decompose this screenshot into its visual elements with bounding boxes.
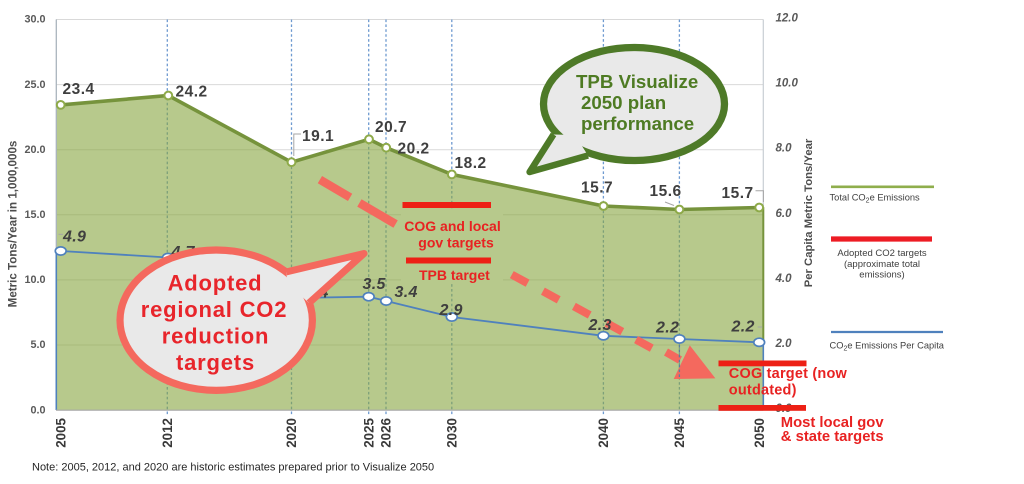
svg-text:6.0: 6.0	[776, 208, 793, 220]
svg-text:15.0: 15.0	[24, 209, 45, 221]
svg-text:2.0: 2.0	[775, 338, 793, 350]
svg-text:3.4: 3.4	[395, 284, 418, 301]
svg-text:Per Capita Metric Tons/Year: Per Capita Metric Tons/Year	[803, 138, 815, 287]
svg-text:COG and local: COG and local	[404, 218, 500, 234]
svg-text:COG target (now: COG target (now	[729, 366, 848, 382]
svg-text:& state targets: & state targets	[781, 429, 884, 445]
svg-text:10.0: 10.0	[776, 78, 799, 90]
svg-text:4.0: 4.0	[775, 273, 793, 285]
svg-text:performance: performance	[581, 113, 694, 134]
svg-text:15.7: 15.7	[722, 185, 754, 202]
svg-text:2040: 2040	[596, 418, 611, 448]
svg-text:regional CO2: regional CO2	[141, 297, 288, 322]
svg-text:(approximate total: (approximate total	[844, 259, 920, 270]
svg-text:2050 plan: 2050 plan	[581, 92, 666, 113]
svg-text:2.3: 2.3	[588, 317, 612, 334]
svg-text:2.2: 2.2	[731, 319, 755, 336]
svg-text:CO2e Emissions Per Capita: CO2e Emissions Per Capita	[830, 341, 945, 353]
svg-text:20.7: 20.7	[375, 119, 407, 136]
svg-text:3.5: 3.5	[363, 276, 387, 293]
svg-text:19.1: 19.1	[302, 128, 334, 145]
svg-text:2030: 2030	[445, 418, 460, 448]
svg-text:25.0: 25.0	[24, 79, 45, 91]
svg-text:20.0: 20.0	[24, 144, 45, 156]
svg-text:23.4: 23.4	[63, 81, 95, 98]
svg-text:0.0: 0.0	[30, 404, 45, 416]
svg-text:18.2: 18.2	[455, 155, 487, 172]
svg-text:15.7: 15.7	[581, 180, 613, 197]
svg-text:20.2: 20.2	[398, 141, 430, 158]
svg-text:12.0: 12.0	[776, 13, 799, 25]
svg-text:Most local gov: Most local gov	[781, 415, 885, 431]
svg-text:TPB Visualize: TPB Visualize	[576, 71, 698, 92]
svg-text:5.0: 5.0	[30, 339, 45, 351]
svg-text:reduction: reduction	[162, 324, 269, 349]
svg-text:30.0: 30.0	[24, 14, 45, 26]
svg-text:targets: targets	[176, 350, 255, 375]
svg-text:Total CO2e Emissions: Total CO2e Emissions	[830, 192, 921, 204]
svg-text:2050: 2050	[752, 418, 767, 448]
svg-text:2026: 2026	[379, 418, 394, 448]
svg-text:gov targets: gov targets	[418, 235, 494, 251]
svg-text:TPB target: TPB target	[419, 267, 490, 283]
svg-text:2.2: 2.2	[655, 320, 679, 337]
svg-text:emissions): emissions)	[859, 270, 904, 281]
svg-text:Metric Tons/Year in 1,000,000s: Metric Tons/Year in 1,000,000s	[7, 141, 20, 308]
svg-text:8.0: 8.0	[776, 143, 793, 155]
svg-text:outdated): outdated)	[729, 383, 797, 399]
svg-text:Note: 2005, 2012, and 2020 are: Note: 2005, 2012, and 2020 are historic …	[32, 462, 434, 474]
svg-text:15.6: 15.6	[650, 183, 682, 200]
svg-text:2012: 2012	[160, 418, 175, 448]
svg-text:4.9: 4.9	[62, 229, 86, 246]
svg-text:2.9: 2.9	[439, 302, 463, 319]
svg-text:2025: 2025	[361, 417, 376, 447]
svg-text:2045: 2045	[672, 417, 687, 447]
svg-text:10.0: 10.0	[24, 274, 45, 286]
svg-text:Adopted CO2 targets: Adopted CO2 targets	[837, 248, 926, 259]
svg-text:2005: 2005	[53, 417, 68, 447]
svg-text:24.2: 24.2	[176, 84, 208, 101]
svg-text:2020: 2020	[284, 418, 299, 448]
svg-text:Adopted: Adopted	[168, 271, 263, 296]
